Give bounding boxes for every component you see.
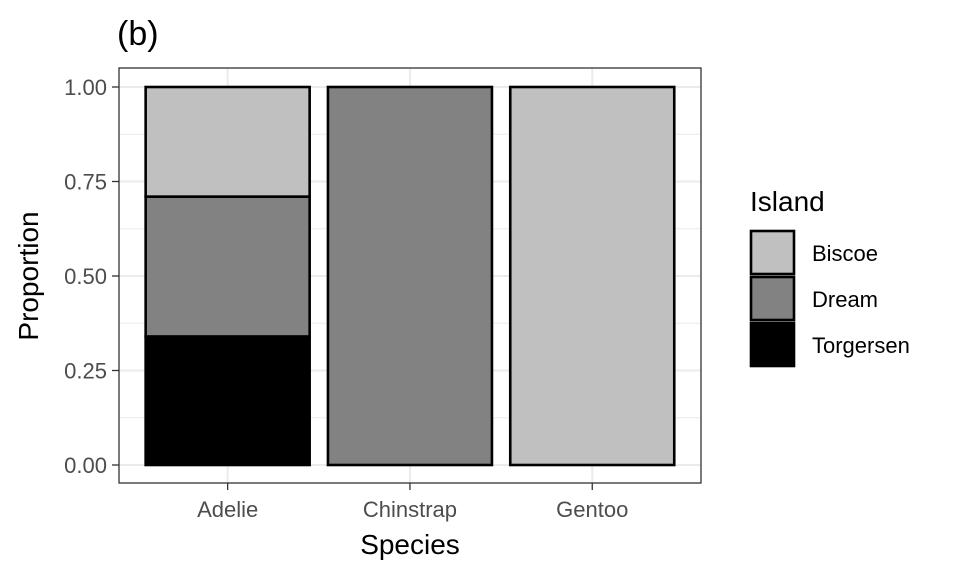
bar-adelie-biscoe	[144, 85, 311, 198]
bar-gentoo-biscoe	[508, 85, 676, 467]
x-axis-title: Species	[360, 529, 460, 560]
legend-label-biscoe: Biscoe	[812, 241, 878, 266]
legend-key-torgersen	[749, 321, 796, 368]
y-tick-label: 0.00	[64, 453, 107, 478]
y-tick-label: 1.00	[64, 75, 107, 100]
plot-title: (b)	[117, 15, 159, 53]
bar-adelie-dream	[144, 195, 311, 338]
legend-key-dream	[749, 275, 796, 322]
legend-label-torgersen: Torgersen	[812, 333, 910, 358]
legend: Island Biscoe Dream Torgersen	[749, 186, 910, 368]
x-tick-label: Adelie	[197, 497, 258, 522]
legend-title: Island	[750, 186, 825, 217]
legend-key-biscoe	[749, 229, 796, 276]
x-axis: Adelie Chinstrap Gentoo	[197, 483, 628, 522]
bar-adelie-torgersen	[144, 335, 311, 467]
bars	[144, 85, 676, 467]
bar-chinstrap-dream	[326, 85, 494, 467]
legend-label-dream: Dream	[812, 287, 878, 312]
x-tick-label: Gentoo	[556, 497, 628, 522]
y-tick-label: 0.50	[64, 264, 107, 289]
y-tick-label: 0.25	[64, 359, 107, 384]
y-axis: 0.00 0.25 0.50 0.75 1.00	[64, 75, 119, 478]
y-axis-title: Proportion	[13, 211, 44, 340]
x-tick-label: Chinstrap	[363, 497, 457, 522]
y-tick-label: 0.75	[64, 170, 107, 195]
